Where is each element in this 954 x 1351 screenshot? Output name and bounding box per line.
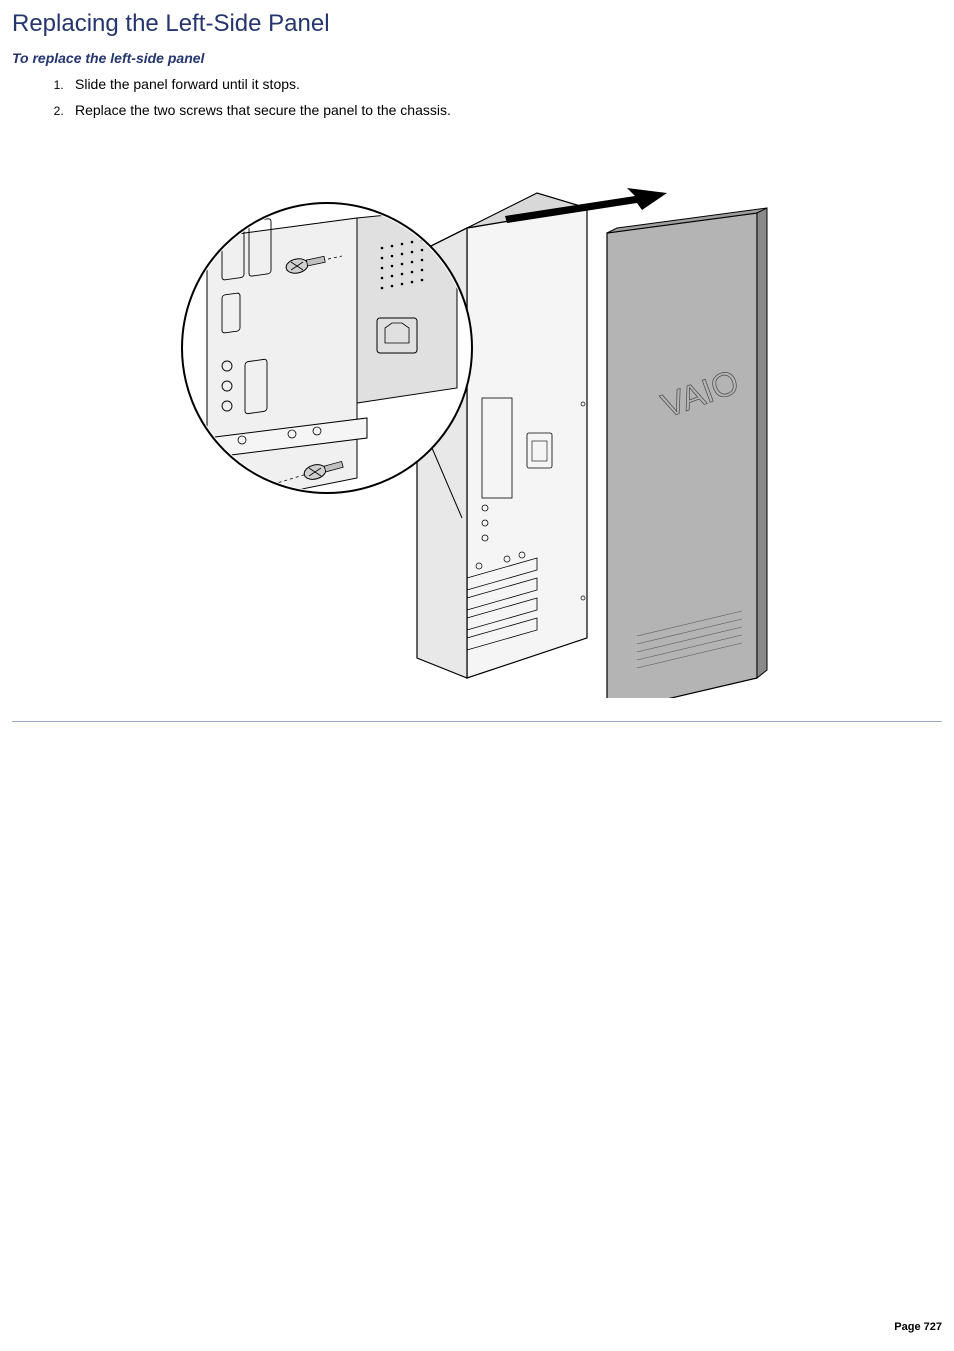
steps-list: Slide the panel forward until it stops. … <box>67 76 942 118</box>
step-item: Slide the panel forward until it stops. <box>67 76 942 92</box>
diagram-container: VAIO <box>12 138 942 703</box>
section-heading: To replace the left-side panel <box>12 50 942 66</box>
page-number: Page 727 <box>894 1321 942 1333</box>
page-title: Replacing the Left-Side Panel <box>12 10 942 38</box>
panel-replacement-diagram: VAIO <box>167 138 787 698</box>
step-item: Replace the two screws that secure the p… <box>67 102 942 118</box>
side-panel: VAIO <box>607 208 767 698</box>
content-separator <box>12 721 942 722</box>
